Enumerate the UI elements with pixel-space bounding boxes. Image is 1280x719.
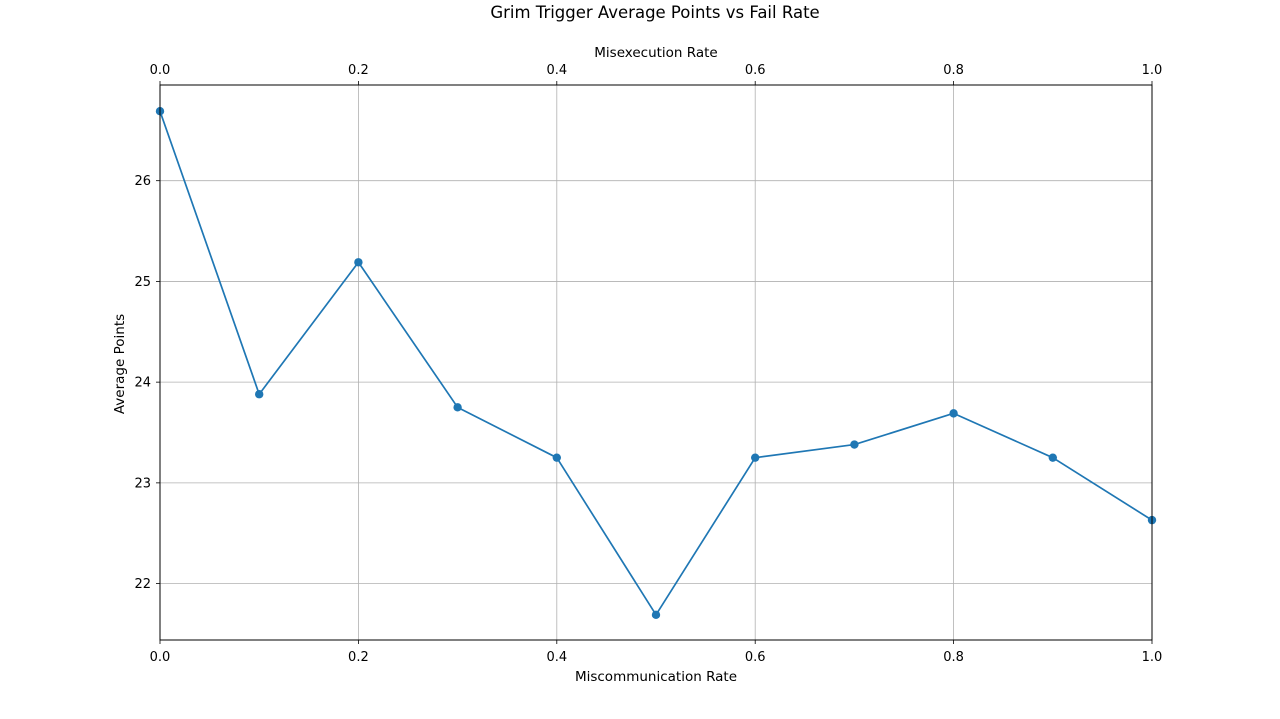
data-point bbox=[1048, 453, 1058, 462]
data-point bbox=[255, 390, 264, 399]
x2-tick-label: 0.8 bbox=[943, 63, 964, 78]
x-tick-label: 1.0 bbox=[1142, 650, 1163, 665]
grid bbox=[159, 85, 1153, 640]
series-layer bbox=[155, 106, 1157, 620]
chart-title: Grim Trigger Average Points vs Fail Rate bbox=[490, 3, 819, 22]
x-axis-label: Miscommunication Rate bbox=[575, 669, 737, 685]
series-line bbox=[159, 110, 1153, 616]
y-axis-label: Average Points bbox=[112, 314, 128, 414]
y-tick-label: 25 bbox=[134, 275, 151, 290]
x2-tick-label: 0.0 bbox=[150, 63, 171, 78]
x2-tick-label: 0.4 bbox=[546, 63, 567, 78]
data-point bbox=[949, 409, 958, 418]
data-point bbox=[850, 440, 859, 449]
plot-frame bbox=[159, 84, 1153, 641]
data-point bbox=[651, 610, 661, 620]
data-point bbox=[751, 453, 760, 462]
x-tick-label: 0.8 bbox=[943, 650, 964, 665]
y-tick-label: 23 bbox=[134, 476, 151, 491]
x-tick-label: 0.4 bbox=[546, 650, 567, 665]
x2-axis-label: Misexecution Rate bbox=[594, 45, 717, 61]
data-point bbox=[354, 258, 363, 267]
data-point bbox=[552, 453, 561, 462]
x-tick-label: 0.2 bbox=[348, 650, 369, 665]
x-tick-label: 0.0 bbox=[150, 650, 171, 665]
y-tick-label: 24 bbox=[134, 376, 151, 391]
x2-tick-label: 0.2 bbox=[348, 63, 369, 78]
y-tick-label: 26 bbox=[134, 174, 151, 189]
x2-tick-label: 0.6 bbox=[745, 63, 766, 78]
data-point bbox=[453, 403, 462, 412]
y-tick-label: 22 bbox=[134, 577, 151, 592]
ticks: 0.0 0.2 0.4 0.6 0.8 1.0 0.0 0.2 0.4 0.6 0.8 1.0 22 23… bbox=[134, 63, 1162, 665]
x2-tick-label: 1.0 bbox=[1142, 63, 1163, 78]
x-tick-label: 0.6 bbox=[745, 650, 766, 665]
